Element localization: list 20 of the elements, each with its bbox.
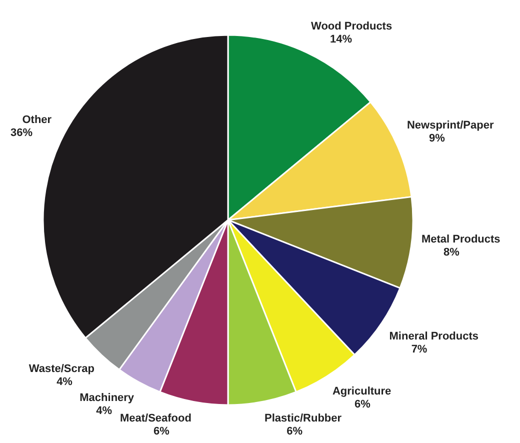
slice-label: Wood Products bbox=[311, 20, 392, 33]
data-label: 14% bbox=[330, 34, 352, 46]
slice-label: Other bbox=[22, 114, 52, 126]
data-label: 36% bbox=[10, 126, 33, 139]
data-label: 6% bbox=[354, 398, 371, 411]
data-label: 4% bbox=[56, 376, 73, 388]
data-label: 6% bbox=[154, 426, 170, 438]
slice-label: Machinery bbox=[80, 392, 135, 404]
data-label: 4% bbox=[96, 404, 112, 417]
slice-label: Meat/Seafood bbox=[120, 412, 192, 425]
data-label: 8% bbox=[444, 246, 460, 258]
slice-label: Agriculture bbox=[332, 386, 392, 398]
slice-label: Metal Products bbox=[421, 233, 500, 246]
data-label: 7% bbox=[411, 344, 428, 356]
slice-label: Plastic/Rubber bbox=[264, 412, 342, 425]
data-label: 6% bbox=[286, 426, 303, 438]
slice-label: Waste/Scrap bbox=[28, 363, 95, 376]
data-label: 9% bbox=[429, 132, 446, 145]
slice-label: Mineral Products bbox=[389, 330, 479, 343]
slice-label: Newsprint/Paper bbox=[406, 120, 494, 132]
